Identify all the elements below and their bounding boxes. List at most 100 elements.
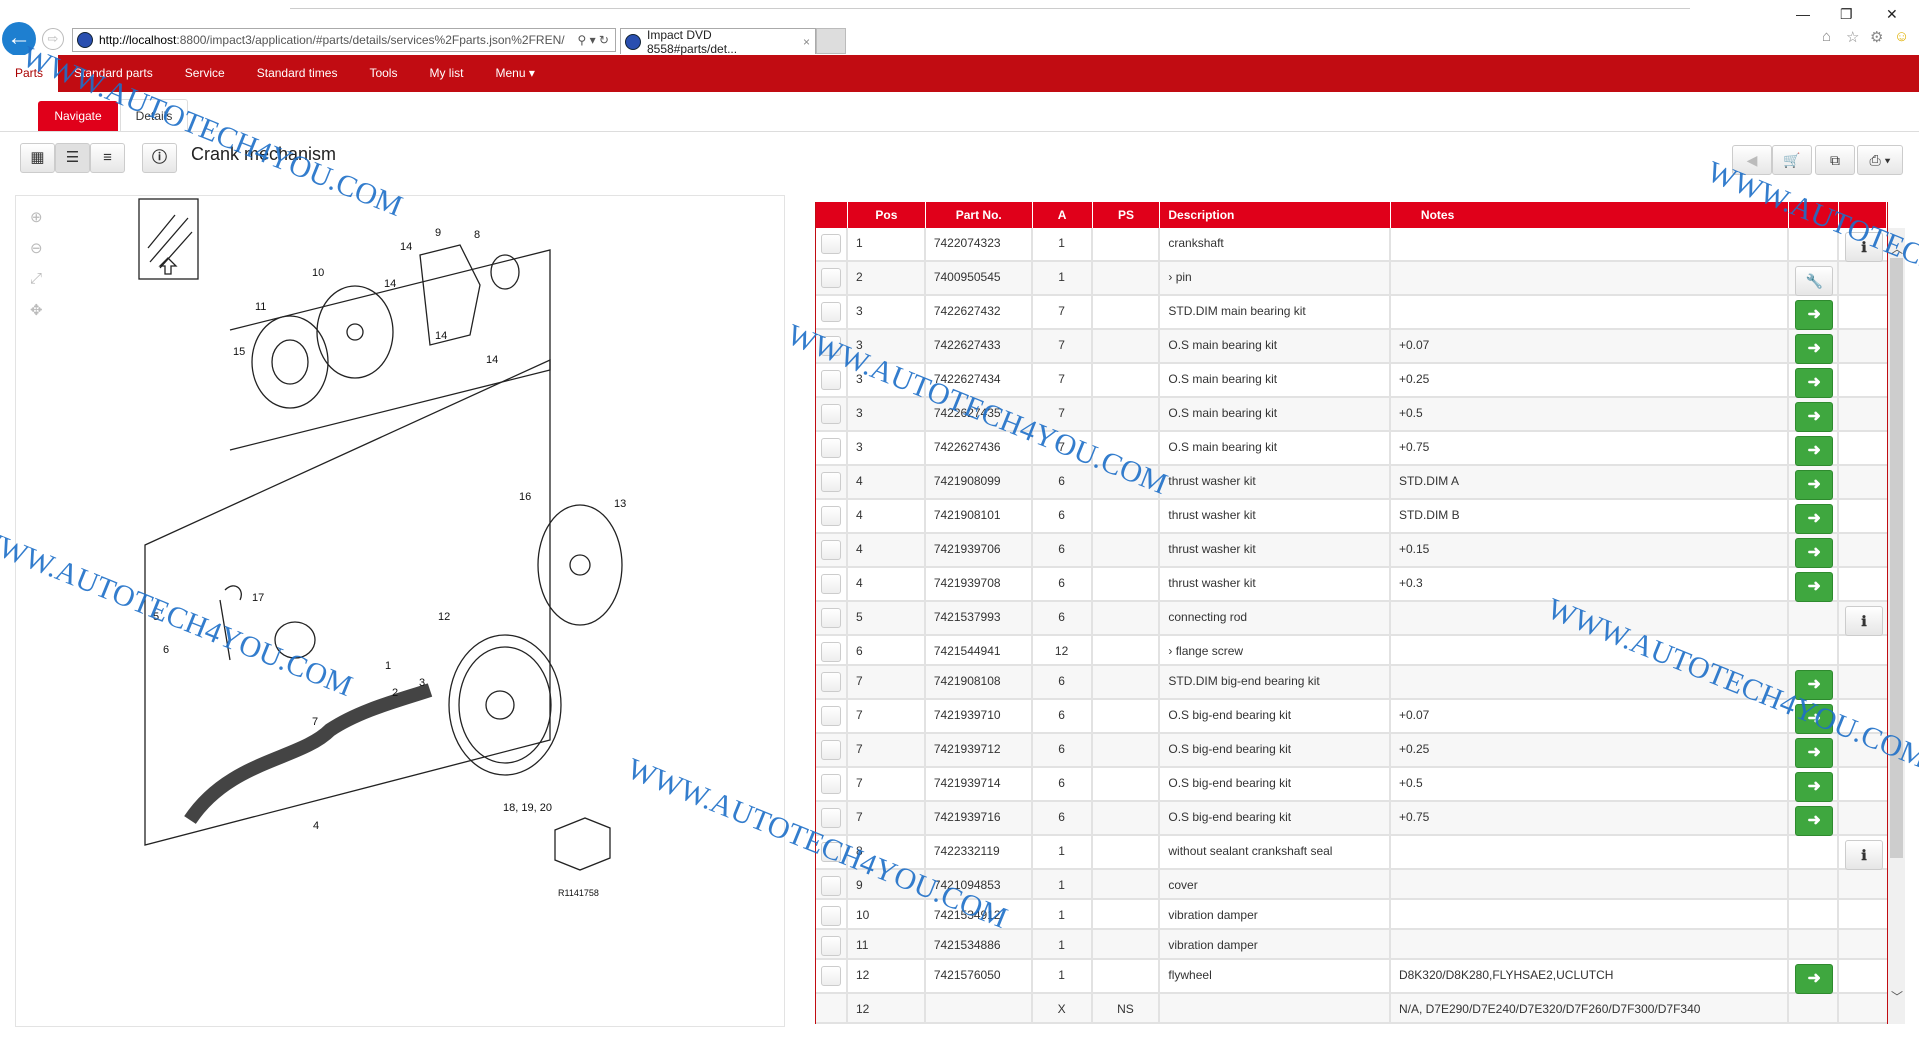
row-checkbox[interactable] [821,574,841,594]
table-row[interactable]: 3 7422627435 7 O.S main bearing kit +0.5 ➜ [816,398,1887,432]
minimize-icon[interactable]: — [1796,6,1810,22]
tool-button[interactable]: 🔧 [1795,266,1834,296]
row-checkbox[interactable] [821,608,841,628]
row-checkbox[interactable] [821,336,841,356]
row-checkbox[interactable] [821,740,841,760]
tab-details[interactable]: Details [120,99,188,132]
table-row[interactable]: 7 7421939712 6 O.S big-end bearing kit +0.25… [816,734,1887,768]
go-to-part-button[interactable]: ➜ [1795,368,1834,398]
favorites-star-icon[interactable]: ☆ [1846,29,1860,46]
table-row[interactable]: 4 7421908101 6 thrust washer kit STD.DIM B ➜ [816,500,1887,534]
nav-service[interactable]: Service [184,66,225,80]
nav-parts[interactable]: Parts [0,55,58,92]
go-to-part-button[interactable]: ➜ [1795,572,1834,602]
search-refresh-icons[interactable]: ⚲ ▾ ↻ [577,33,609,47]
diagram-panel[interactable] [15,195,785,1027]
table-row[interactable]: 4 7421939706 6 thrust washer kit +0.15 ➜ [816,534,1887,568]
info-button[interactable]: ℹ [1845,606,1884,636]
table-row[interactable]: 11 7421534886 1 vibration damper [816,930,1887,960]
row-checkbox[interactable] [821,936,841,956]
close-window-icon[interactable]: ✕ [1886,6,1898,22]
scroll-up-icon[interactable]: ︿ [1891,242,1904,256]
table-row[interactable]: 7 7421939716 6 O.S big-end bearing kit +0.75… [816,802,1887,836]
row-checkbox[interactable] [821,642,841,662]
tab-close-icon[interactable]: × [802,34,810,49]
table-row[interactable]: 10 7421534912 1 vibration damper [816,900,1887,930]
row-checkbox[interactable] [821,906,841,926]
fit-screen-icon[interactable]: ⤢ [30,270,43,287]
address-bar[interactable]: http://localhost:8800/impact3/applicatio… [72,28,616,52]
row-checkbox[interactable] [821,370,841,390]
table-row[interactable]: 4 7421939708 6 thrust washer kit +0.3 ➜ [816,568,1887,602]
scrollbar-thumb[interactable] [1890,258,1903,858]
row-checkbox[interactable] [821,302,841,322]
table-row[interactable]: 7 7421939710 6 O.S big-end bearing kit +0.07… [816,700,1887,734]
row-checkbox[interactable] [821,966,841,986]
smiley-feedback-icon[interactable]: ☺ [1894,28,1910,45]
tab-navigate[interactable]: Navigate [38,101,118,131]
table-row[interactable]: 2 7400950545 1 › pin 🔧 [816,262,1887,296]
go-to-part-button[interactable]: ➜ [1795,402,1834,432]
new-tab-button[interactable] [816,28,846,54]
go-to-part-button[interactable]: ➜ [1795,806,1834,836]
go-to-part-button[interactable]: ➜ [1795,670,1834,700]
pan-icon[interactable]: ✥ [30,302,43,319]
grid-view-button[interactable]: ▦ [20,143,55,173]
settings-gear-icon[interactable]: ⚙ [1870,29,1884,46]
go-to-part-button[interactable]: ➜ [1795,470,1834,500]
row-checkbox[interactable] [821,268,841,288]
table-row[interactable]: 3 7422627434 7 O.S main bearing kit +0.25 ➜ [816,364,1887,398]
nav-my-list[interactable]: My list [429,66,464,80]
row-checkbox[interactable] [821,540,841,560]
table-view-button[interactable]: ≡ [90,143,125,173]
nav-standard-times[interactable]: Standard times [256,66,338,80]
header-pos[interactable]: Pos [848,202,926,228]
table-row[interactable]: 5 7421537993 6 connecting rod ℹ [816,602,1887,636]
table-row[interactable]: 7 7421908108 6 STD.DIM big-end bearing kit ➜ [816,666,1887,700]
header-a[interactable]: A [1033,202,1093,228]
table-row[interactable]: 6 7421544941 12 › flange screw [816,636,1887,666]
row-checkbox[interactable] [821,842,841,862]
nav-tools[interactable]: Tools [369,66,398,80]
info-button[interactable]: ⓘ [142,143,177,173]
table-row[interactable]: 4 7421908099 6 thrust washer kit STD.DIM A ➜ [816,466,1887,500]
home-icon[interactable]: ⌂ [1822,28,1832,45]
go-to-part-button[interactable]: ➜ [1795,300,1834,330]
table-row[interactable]: 3 7422627432 7 STD.DIM main bearing kit ➜ [816,296,1887,330]
info-button[interactable]: ℹ [1845,232,1884,262]
go-to-part-button[interactable]: ➜ [1795,704,1834,734]
scroll-down-icon[interactable]: ﹀ [1891,990,1904,1004]
copy-button[interactable]: ⧉ [1815,145,1855,175]
go-to-part-button[interactable]: ➜ [1795,334,1834,364]
row-checkbox[interactable] [821,234,841,254]
go-to-part-button[interactable]: ➜ [1795,504,1834,534]
zoom-out-icon[interactable]: ⊖ [30,240,43,257]
list-view-button[interactable]: ☰ [55,143,90,173]
back-button[interactable]: ← [2,22,36,56]
go-to-part-button[interactable]: ➜ [1795,964,1834,994]
table-row[interactable]: 12 X NS N/A, D7E290/D7E240/D7E320/D7F260/D7… [816,994,1887,1024]
table-row[interactable]: 9 7421094853 1 cover [816,870,1887,900]
table-row[interactable]: 7 7421939714 6 O.S big-end bearing kit +0.5 ➜ [816,768,1887,802]
row-checkbox[interactable] [821,706,841,726]
thumbnail-box[interactable] [138,198,199,280]
go-to-part-button[interactable]: ➜ [1795,538,1834,568]
nav-standard-parts[interactable]: Standard parts [74,66,153,80]
row-checkbox[interactable] [821,472,841,492]
go-to-part-button[interactable]: ➜ [1795,436,1834,466]
back-arrow-button[interactable]: ◀ [1732,145,1772,175]
header-description[interactable]: Description [1160,202,1391,228]
browser-tab[interactable]: Impact DVD 8558#parts/det... × [620,28,816,56]
row-checkbox[interactable] [821,404,841,424]
table-row[interactable]: 3 7422627436 7 O.S main bearing kit +0.75 ➜ [816,432,1887,466]
up-arrow-icon[interactable] [158,257,178,275]
zoom-in-icon[interactable]: ⊕ [30,209,43,226]
row-checkbox[interactable] [821,672,841,692]
header-notes[interactable]: Notes [1391,202,1790,228]
table-row[interactable]: 8 7422332119 1 without sealant crankshaft s… [816,836,1887,870]
forward-button[interactable]: ⇨ [42,28,64,50]
cart-button[interactable]: 🛒 [1772,145,1812,175]
go-to-part-button[interactable]: ➜ [1795,772,1834,802]
restore-icon[interactable]: ❐ [1840,6,1853,22]
table-row[interactable]: 12 7421576050 1 flywheel D8K320/D8K280,FLYHS… [816,960,1887,994]
